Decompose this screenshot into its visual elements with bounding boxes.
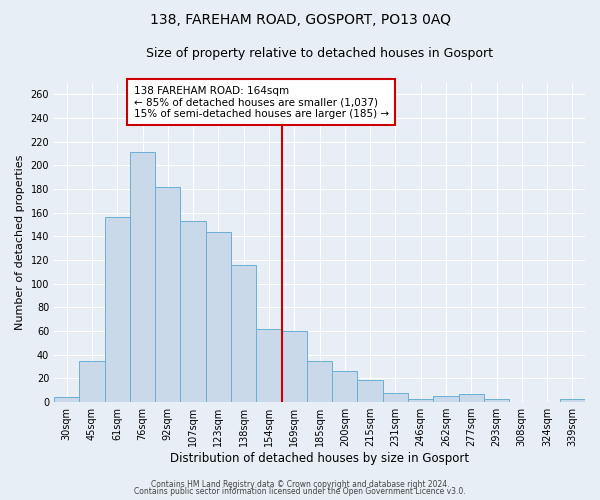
Bar [433,396,458,402]
Bar [256,328,281,402]
Text: Contains public sector information licensed under the Open Government Licence v3: Contains public sector information licen… [134,488,466,496]
Bar [358,380,383,402]
Bar [332,372,358,402]
Bar [155,186,181,402]
Bar [458,394,484,402]
Bar [484,398,509,402]
Bar [181,221,206,402]
Title: Size of property relative to detached houses in Gosport: Size of property relative to detached ho… [146,48,493,60]
Bar [307,360,332,402]
Text: 138 FAREHAM ROAD: 164sqm
← 85% of detached houses are smaller (1,037)
15% of sem: 138 FAREHAM ROAD: 164sqm ← 85% of detach… [134,86,389,119]
Y-axis label: Number of detached properties: Number of detached properties [15,154,25,330]
Text: 138, FAREHAM ROAD, GOSPORT, PO13 0AQ: 138, FAREHAM ROAD, GOSPORT, PO13 0AQ [149,12,451,26]
Bar [79,360,104,402]
X-axis label: Distribution of detached houses by size in Gosport: Distribution of detached houses by size … [170,452,469,465]
Bar [54,398,79,402]
Bar [281,331,307,402]
Bar [231,265,256,402]
Bar [560,398,585,402]
Bar [206,232,231,402]
Bar [104,218,130,402]
Text: Contains HM Land Registry data © Crown copyright and database right 2024.: Contains HM Land Registry data © Crown c… [151,480,449,489]
Bar [130,152,155,402]
Bar [383,392,408,402]
Bar [408,398,433,402]
